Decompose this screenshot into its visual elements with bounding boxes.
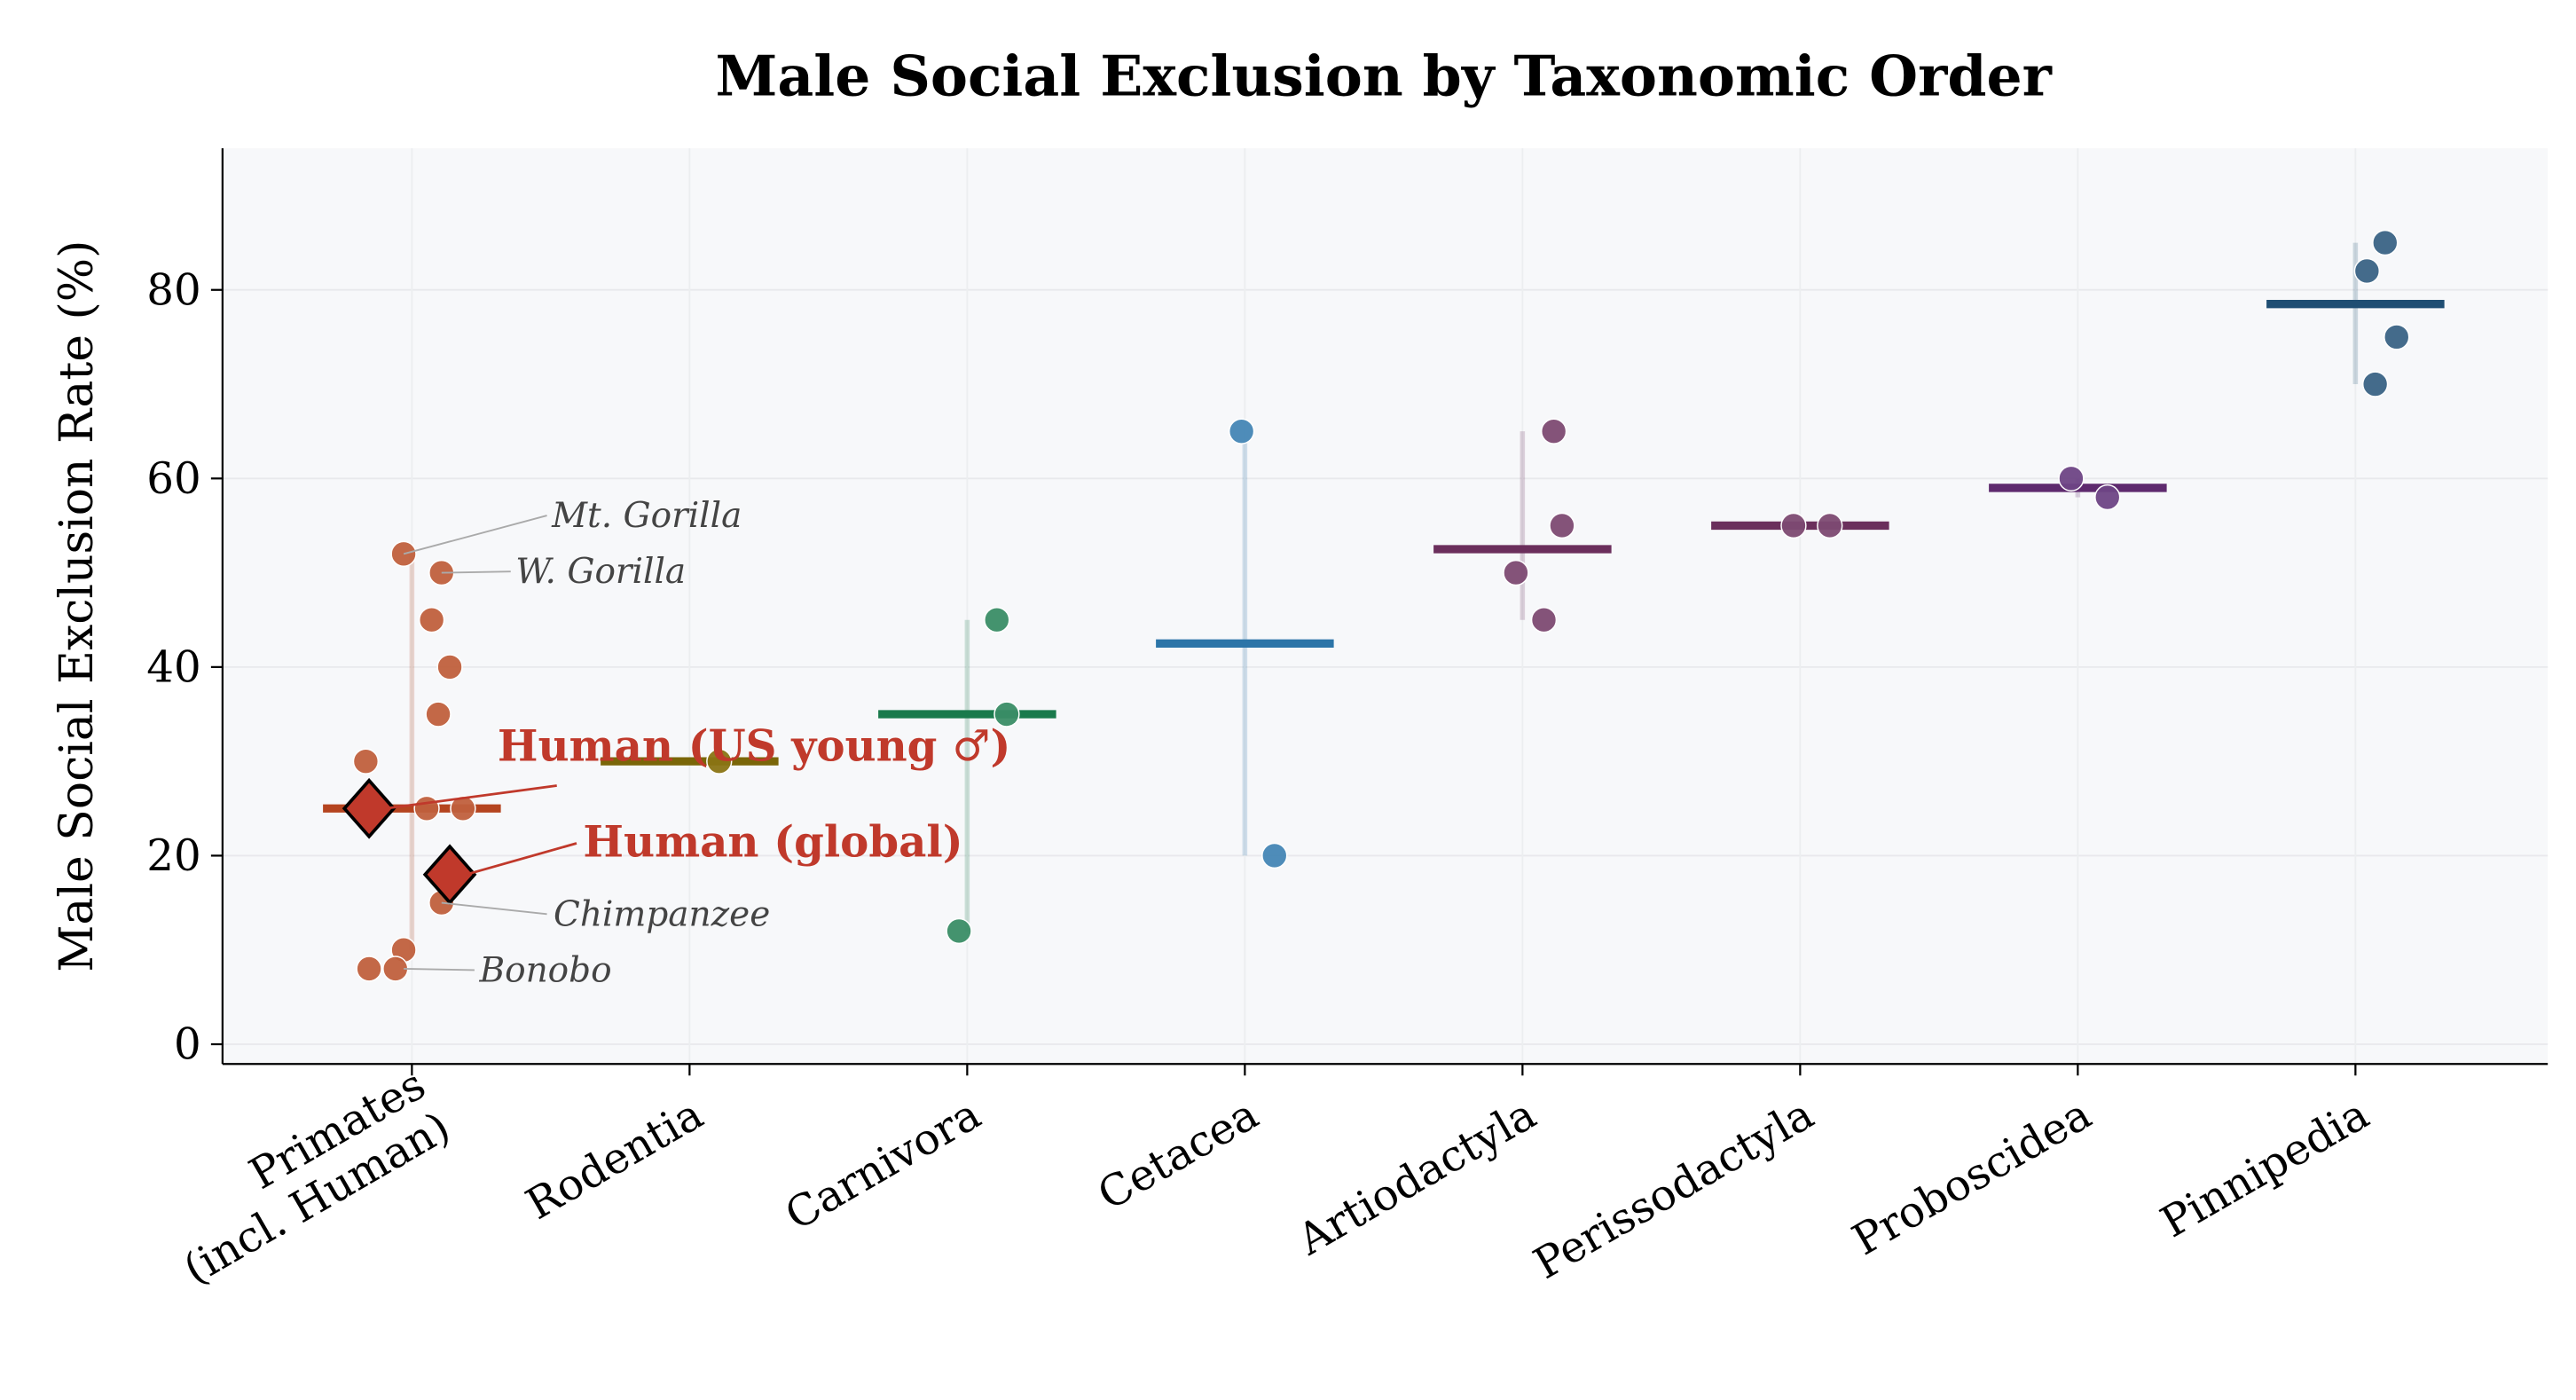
marks <box>323 229 2445 982</box>
annotation-label: W. Gorilla <box>515 552 686 592</box>
data-point <box>2361 371 2389 397</box>
data-point <box>1228 418 1255 444</box>
data-point <box>2094 484 2121 511</box>
data-point <box>1817 512 1843 539</box>
data-point <box>2384 324 2410 350</box>
data-point <box>425 701 452 728</box>
annotation-connector <box>441 570 511 574</box>
data-point <box>946 917 972 945</box>
annotations: Mt. Gorilla W. Gorilla Chimpanzee Bonobo Hum… <box>385 496 1010 990</box>
annotation-connector <box>404 968 475 971</box>
annotation-label: Bonobo <box>478 950 611 990</box>
human-diamond-marker <box>422 844 477 906</box>
highlight-label: Human (US young ♂) <box>498 722 1010 772</box>
data-point <box>450 795 476 822</box>
y-tick-label: 20 <box>146 831 200 881</box>
data-point <box>1503 559 1529 586</box>
chart-title: Male Social Exclusion by Taxonomic Order <box>715 43 2052 109</box>
data-point <box>418 607 445 633</box>
annotation-label: Mt. Gorilla <box>551 496 742 536</box>
highlight-arrow <box>385 784 557 810</box>
plot-area <box>222 148 2549 1065</box>
grid <box>222 148 2549 1065</box>
highlight-label: Human (global) <box>583 817 962 867</box>
y-tick-label: 80 <box>146 265 200 315</box>
y-tick-label: 60 <box>146 454 200 504</box>
data-point <box>1780 512 1807 539</box>
data-point <box>2058 465 2085 492</box>
annotation-label: Chimpanzee <box>554 894 770 934</box>
data-point <box>1261 842 1288 869</box>
data-point <box>356 956 382 982</box>
data-point <box>706 748 733 775</box>
data-point <box>984 607 1010 633</box>
y-tick-label: 40 <box>146 643 200 693</box>
data-point <box>993 701 1020 728</box>
data-point <box>352 748 380 775</box>
annotation-connector <box>403 515 547 555</box>
data-point <box>1549 512 1575 539</box>
y-axis-label: Male Social Exclusion Rate (%) <box>51 240 104 972</box>
highlight-arrow <box>466 842 577 877</box>
data-point <box>2353 257 2381 285</box>
y-tick-label: 0 <box>174 1020 201 1070</box>
data-point <box>413 795 440 822</box>
annotation-connector <box>441 901 547 916</box>
data-point <box>436 654 463 680</box>
human-diamond-marker <box>342 777 397 839</box>
data-point <box>1530 607 1558 633</box>
data-point <box>2372 229 2399 256</box>
data-point <box>1540 418 1567 444</box>
